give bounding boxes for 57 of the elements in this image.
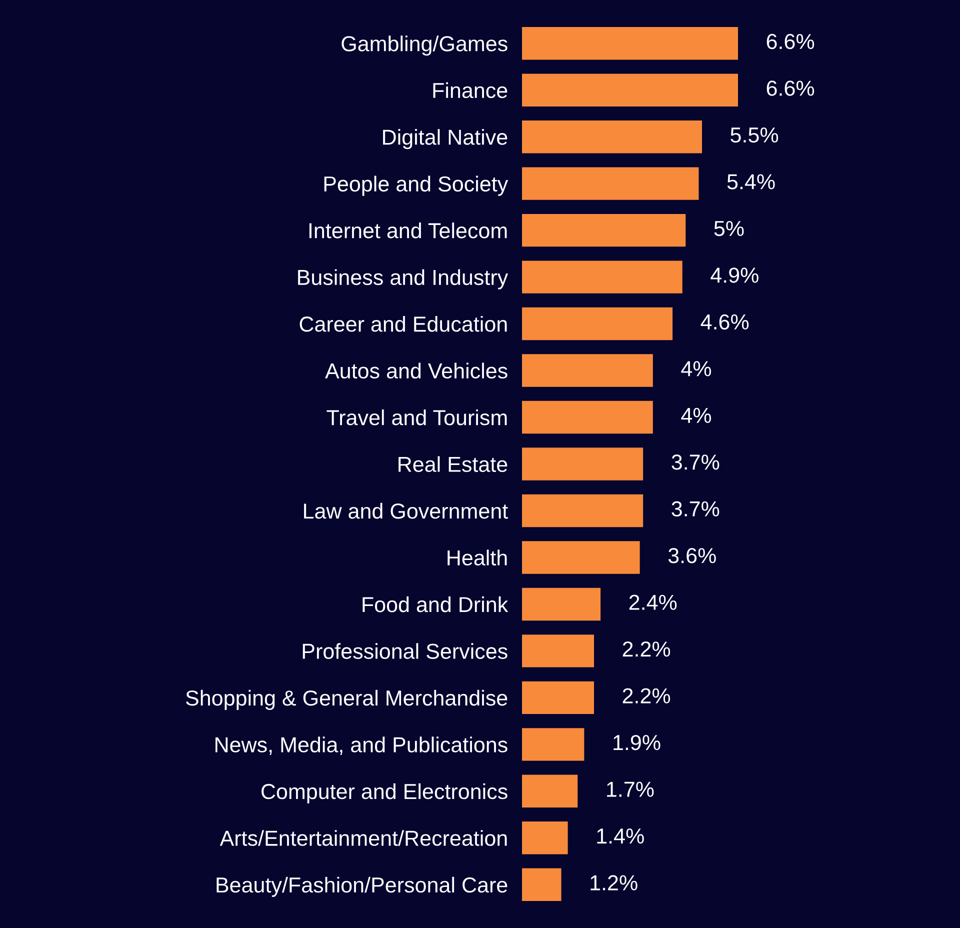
- bar: [522, 774, 578, 808]
- bar: [522, 588, 601, 621]
- y-tick-label: Professional Services: [302, 643, 508, 659]
- data-label: 2.2%: [622, 641, 670, 657]
- y-tick-label: Health: [448, 550, 507, 566]
- bar: [522, 214, 686, 247]
- bar: [522, 494, 644, 528]
- data-label: 1.7%: [607, 782, 654, 797]
- data-label: 1.9%: [614, 734, 660, 750]
- data-label: 1.2%: [590, 875, 638, 890]
- data-label: 3.7%: [672, 454, 720, 470]
- y-tick-label: Shopping & General Merchandise: [186, 690, 508, 710]
- y-tick-label: Arts/Entertainment/Recreation: [220, 830, 507, 846]
- bar: [522, 541, 640, 574]
- bar: [522, 448, 644, 480]
- bar: [522, 681, 594, 714]
- bar: [522, 822, 568, 854]
- y-tick-label: Beauty/Fashion/Personal Care: [216, 876, 508, 897]
- y-tick-label: Real Estate: [398, 456, 508, 472]
- data-label: 2.2%: [622, 688, 670, 704]
- y-tick-label: Career and Education: [300, 316, 507, 332]
- data-label: 5%: [714, 220, 744, 236]
- data-label: 5.4%: [727, 174, 775, 190]
- y-tick-label: Finance: [433, 82, 508, 98]
- data-label: 6.6%: [766, 80, 814, 96]
- bar: [522, 634, 594, 668]
- data-label: 3.7%: [672, 501, 720, 517]
- bar: [522, 400, 653, 434]
- y-tick-label: Computer and Electronics: [262, 783, 508, 804]
- y-tick-label: Internet and Telecom: [309, 222, 507, 238]
- y-tick-label: Food and Drink: [362, 596, 508, 612]
- y-tick-label: Travel and Tourism: [326, 409, 507, 426]
- y-tick-label: Digital Native: [383, 129, 508, 150]
- data-label: 4.9%: [710, 268, 758, 283]
- bar: [522, 27, 738, 60]
- data-label: 4.6%: [700, 314, 749, 330]
- bar: [522, 307, 673, 340]
- data-label: 1.4%: [597, 828, 644, 844]
- bar: [522, 868, 562, 901]
- bar: [522, 354, 653, 387]
- y-tick-label: People and Society: [324, 176, 508, 196]
- bar: [522, 260, 682, 294]
- data-label: 5.5%: [730, 127, 778, 143]
- y-tick-label: News, Media, and Publications: [216, 736, 508, 755]
- y-tick-label: Autos and Vehicles: [325, 362, 508, 379]
- y-tick-label: Business and Industry: [298, 269, 508, 290]
- y-tick-label: Law and Government: [304, 502, 508, 519]
- data-label: 4%: [681, 408, 712, 423]
- data-label: 6.6%: [766, 34, 814, 50]
- bar: [522, 728, 584, 761]
- data-label: 3.6%: [668, 548, 716, 564]
- bar: [522, 74, 738, 106]
- y-tick-label: Gambling/Games: [342, 36, 508, 56]
- bar: [522, 167, 699, 200]
- data-label: 2.4%: [629, 594, 677, 610]
- bar: [522, 120, 702, 154]
- data-label: 4%: [681, 361, 712, 376]
